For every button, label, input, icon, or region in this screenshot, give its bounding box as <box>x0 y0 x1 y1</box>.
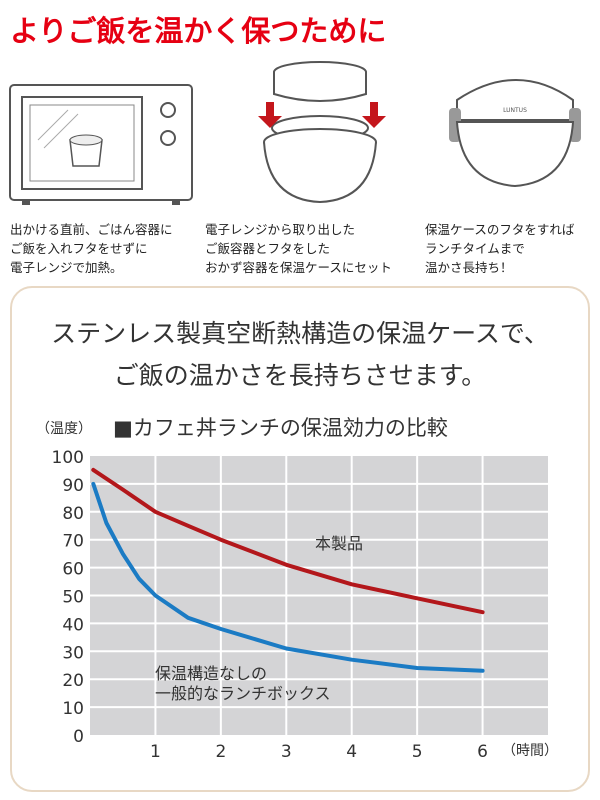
caption-line: ランチタイムまで <box>425 241 525 256</box>
series-label-normal-2: 一般的なランチボックス <box>155 684 331 703</box>
microwave-illustration <box>9 84 193 205</box>
x-axis-label: （時間） <box>502 743 558 759</box>
y-tick-label: 60 <box>62 560 84 580</box>
arrow-down-icon <box>362 102 386 128</box>
comparison-panel <box>10 286 590 792</box>
y-tick-label: 30 <box>62 643 84 663</box>
y-tick-label: 40 <box>62 615 84 635</box>
arrow-down-icon <box>258 102 282 128</box>
x-tick-label: 2 <box>215 742 226 762</box>
caption-line: ご飯を入れフタをせずに <box>10 241 148 256</box>
y-tick-label: 80 <box>62 504 84 524</box>
caption-line: 温かさ長持ち！ <box>425 260 513 275</box>
heading-line-2: ご飯の温かさを長持ちさせます。 <box>113 361 487 390</box>
series-label-product: 本製品 <box>315 534 363 553</box>
step-1-caption: 出かける直前、ごはん容器に ご飯を入れフタをせずに 電子レンジで加熱。 <box>10 220 173 277</box>
series-label-normal-1: 保温構造なしの <box>155 664 267 683</box>
series-line-product <box>91 467 485 615</box>
y-tick-label: 10 <box>62 699 84 719</box>
y-tick-label: 90 <box>62 476 84 496</box>
y-tick-label: 100 <box>52 448 84 468</box>
svg-text:LUNTUS: LUNTUS <box>503 107 527 114</box>
caption-line: 電子レンジから取り出した <box>205 222 356 237</box>
step-2-caption: 電子レンジから取り出した ご飯容器とフタをした おかず容器を保温ケースにセット <box>205 220 392 277</box>
y-tick-label: 0 <box>73 727 84 747</box>
caption-line: 保温ケースのフタをすれば <box>425 222 575 237</box>
closed-case-illustration: LUNTUS <box>449 79 581 188</box>
chart-title: ■カフェ丼ランチの保温効力の比較 <box>113 416 448 440</box>
bowl-assembly-illustration <box>258 61 386 204</box>
x-tick-label: 1 <box>150 742 161 762</box>
caption-line: おかず容器を保温ケースにセット <box>205 260 392 275</box>
series-line-normal <box>91 481 485 673</box>
x-tick-label: 4 <box>346 742 357 762</box>
y-axis-label: （温度） <box>36 421 92 437</box>
page-title: よりご飯を温かく保つために <box>10 14 387 48</box>
step-3-caption: 保温ケースのフタをすれば ランチタイムまで 温かさ長持ち！ <box>425 220 574 277</box>
caption-line: 出かける直前、ごはん容器に <box>10 222 173 237</box>
heading-line-1: ステンレス製真空断熱構造の保温ケースで、 <box>51 319 549 348</box>
y-tick-label: 50 <box>62 588 84 608</box>
caption-line: ご飯容器とフタをした <box>205 241 331 256</box>
y-tick-label: 70 <box>62 532 84 552</box>
y-tick-label: 20 <box>62 671 84 691</box>
x-tick-label: 3 <box>281 742 292 762</box>
x-tick-label: 6 <box>477 742 488 762</box>
x-tick-label: 5 <box>412 742 423 762</box>
caption-line: 電子レンジで加熱。 <box>10 260 123 275</box>
